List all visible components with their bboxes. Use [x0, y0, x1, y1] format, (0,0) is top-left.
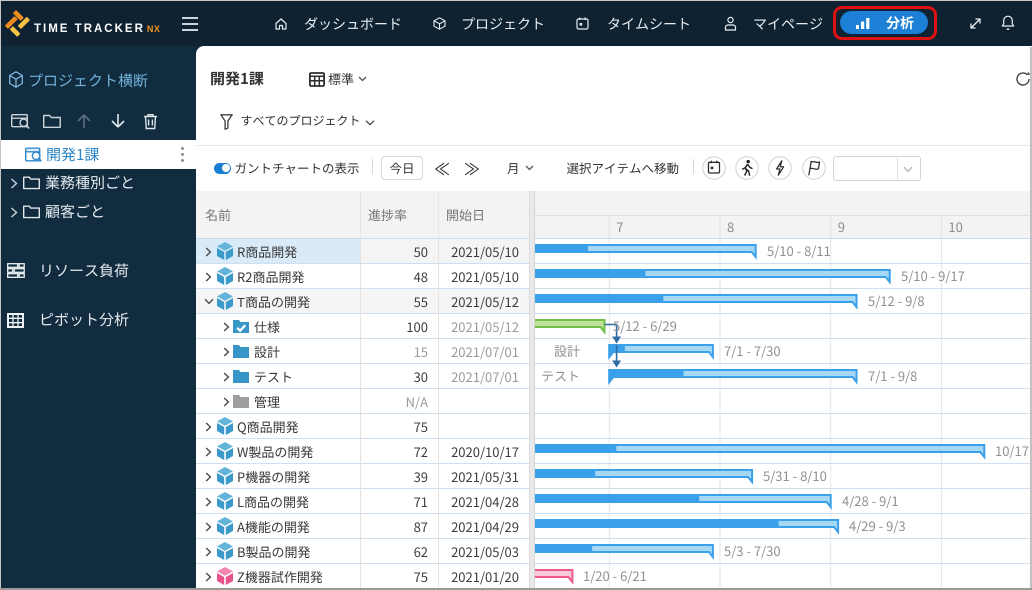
svg-text:設計: 設計 — [554, 341, 580, 360]
svg-text:10: 10 — [948, 217, 962, 236]
svg-text:9: 9 — [838, 217, 845, 236]
svg-text:10/17 - 10/13: 10/17 - 10/13 — [995, 441, 1032, 460]
svg-text:5/31 - 8/10: 5/31 - 8/10 — [763, 466, 827, 485]
svg-text:5/10 - 8/11: 5/10 - 8/11 — [767, 241, 831, 260]
svg-text:8: 8 — [727, 217, 734, 236]
svg-text:5/12 - 6/29: 5/12 - 6/29 — [613, 316, 677, 335]
svg-text:7: 7 — [616, 217, 623, 236]
svg-text:7/1 - 7/30: 7/1 - 7/30 — [724, 341, 781, 360]
svg-text:1/20 - 6/21: 1/20 - 6/21 — [583, 566, 647, 585]
svg-text:4/28 - 9/1: 4/28 - 9/1 — [842, 491, 899, 510]
svg-text:4/29 - 9/3: 4/29 - 9/3 — [849, 516, 906, 535]
svg-text:5/3 - 7/30: 5/3 - 7/30 — [724, 541, 781, 560]
svg-text:7/1 - 9/8: 7/1 - 9/8 — [868, 366, 917, 385]
svg-text:5/12 - 9/8: 5/12 - 9/8 — [868, 291, 925, 310]
svg-text:5/10 - 9/17: 5/10 - 9/17 — [901, 266, 965, 285]
svg-text:テスト: テスト — [541, 366, 580, 385]
